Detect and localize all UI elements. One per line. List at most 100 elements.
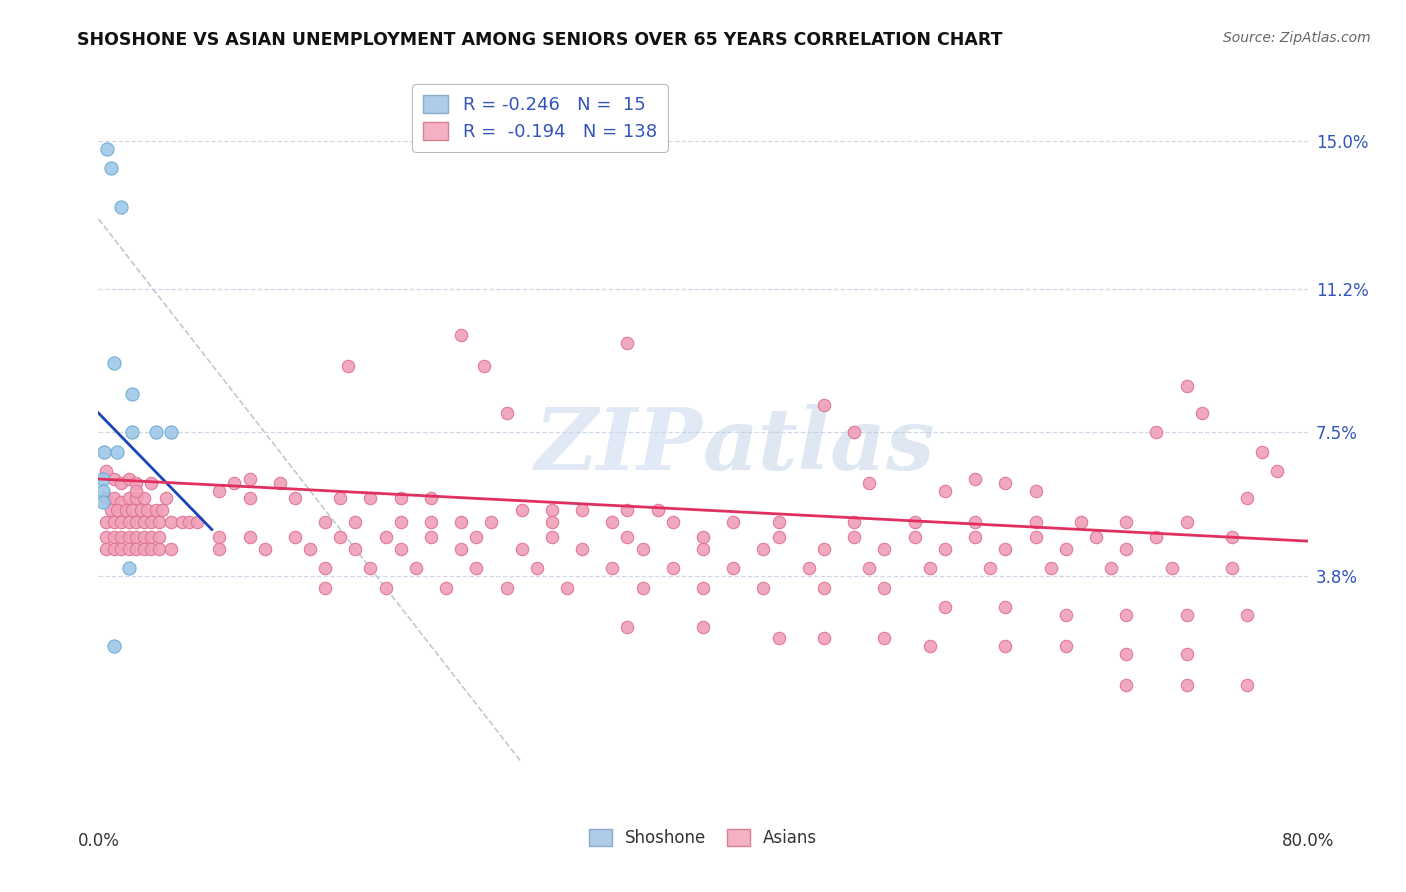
Legend: Shoshone, Asians: Shoshone, Asians (582, 822, 824, 854)
Point (994, 639, 1017, 653)
Point (692, 530, 714, 544)
Point (132, 491, 155, 506)
Point (389, 541, 412, 556)
Point (510, 503, 533, 517)
Point (208, 483, 231, 498)
Text: atlas: atlas (703, 404, 935, 488)
Point (239, 491, 262, 506)
Point (160, 425, 183, 440)
Point (904, 515, 927, 529)
Point (510, 541, 533, 556)
Point (100, 161, 122, 176)
Point (91, 472, 114, 486)
Point (118, 491, 141, 506)
Point (768, 631, 790, 645)
Point (1024, 483, 1046, 498)
Point (148, 530, 170, 544)
Point (602, 515, 624, 529)
Point (1070, 515, 1092, 529)
Text: ZIP: ZIP (536, 404, 703, 488)
Point (110, 515, 132, 529)
Point (170, 515, 193, 529)
Point (813, 398, 835, 412)
Point (269, 475, 291, 490)
Point (813, 541, 835, 556)
Point (858, 561, 880, 575)
Point (148, 541, 170, 556)
Point (148, 515, 170, 529)
Point (125, 515, 148, 529)
Point (813, 631, 835, 645)
Point (918, 639, 941, 653)
Point (844, 530, 866, 544)
Point (132, 541, 155, 556)
Point (450, 541, 472, 556)
Point (103, 472, 125, 486)
Point (125, 483, 148, 498)
Point (723, 561, 745, 575)
Point (965, 515, 987, 529)
Point (344, 515, 367, 529)
Point (360, 561, 382, 575)
Point (420, 530, 443, 544)
Point (420, 515, 443, 529)
Point (1054, 639, 1077, 653)
Point (155, 491, 177, 506)
Point (1099, 561, 1122, 575)
Point (118, 541, 141, 556)
Point (934, 483, 956, 498)
Point (129, 503, 152, 517)
Point (420, 491, 443, 506)
Point (160, 541, 183, 556)
Point (1175, 647, 1198, 661)
Point (103, 491, 125, 506)
Point (1175, 379, 1198, 393)
Point (1115, 607, 1137, 622)
Point (132, 530, 155, 544)
Point (132, 515, 155, 529)
Point (934, 541, 956, 556)
Point (1024, 515, 1046, 529)
Point (145, 503, 167, 517)
Point (141, 541, 163, 556)
Point (631, 541, 654, 556)
Point (1054, 607, 1077, 622)
Point (299, 541, 322, 556)
Point (344, 541, 367, 556)
Point (1160, 561, 1182, 575)
Point (103, 639, 125, 653)
Point (121, 503, 143, 517)
Point (284, 491, 307, 506)
Point (450, 515, 472, 529)
Point (1251, 445, 1274, 459)
Point (1175, 607, 1198, 622)
Point (1115, 515, 1137, 529)
Point (110, 200, 132, 214)
Point (208, 541, 231, 556)
Text: Source: ZipAtlas.com: Source: ZipAtlas.com (1223, 31, 1371, 45)
Point (103, 530, 125, 544)
Point (389, 491, 412, 506)
Point (224, 475, 246, 490)
Point (360, 491, 382, 506)
Point (1085, 530, 1108, 544)
Point (91, 495, 114, 509)
Point (103, 515, 125, 529)
Point (239, 472, 262, 486)
Point (121, 425, 143, 440)
Point (1267, 464, 1289, 478)
Point (495, 406, 517, 420)
Point (692, 541, 714, 556)
Point (797, 561, 820, 575)
Point (752, 541, 775, 556)
Point (94, 464, 117, 478)
Point (125, 475, 148, 490)
Point (405, 561, 427, 575)
Point (118, 561, 141, 575)
Point (481, 515, 503, 529)
Point (208, 530, 231, 544)
Point (979, 561, 1001, 575)
Point (110, 495, 132, 509)
Point (994, 600, 1017, 615)
Point (616, 619, 638, 633)
